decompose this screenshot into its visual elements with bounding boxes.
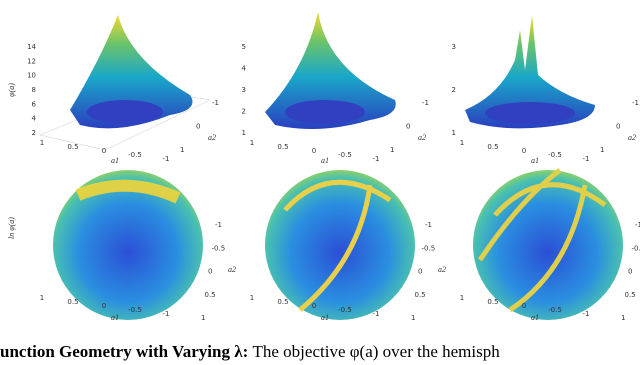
y-label: a2 xyxy=(418,133,426,142)
surfaces xyxy=(39,12,623,320)
z-label: φ(a) xyxy=(7,83,16,97)
x-tick-label: -0.5 xyxy=(548,306,562,314)
x-tick-label: 0.5 xyxy=(487,143,498,151)
caption: unction Geometry with Varying λ: The obj… xyxy=(0,342,640,362)
y-tick-label: 1 xyxy=(411,314,415,322)
z-label: ln φ(a) xyxy=(7,217,16,239)
y-tick-label: 0 xyxy=(418,268,422,276)
y-label: a2 xyxy=(438,265,446,274)
z-tick-label: 12 xyxy=(27,57,36,65)
y-tick-label: 1 xyxy=(180,146,184,154)
x-tick-label: 1 xyxy=(250,294,254,302)
z-tick-label: 1 xyxy=(452,129,456,137)
x-tick-label: 0.5 xyxy=(487,298,498,306)
x-tick-label: -1 xyxy=(373,310,380,318)
x-tick-label: 0 xyxy=(102,302,106,310)
z-tick-label: 3 xyxy=(452,43,456,51)
x-tick-label: -0.5 xyxy=(128,151,142,159)
z-tick-label: 4 xyxy=(32,115,37,123)
x-tick-label: 0 xyxy=(312,302,316,310)
x-tick-label: 0 xyxy=(102,147,106,155)
y-tick-label: -1 xyxy=(212,99,219,107)
y-tick-label: 0 xyxy=(208,268,212,276)
y-tick-label: 1 xyxy=(201,314,205,322)
y-tick-label: 0 xyxy=(616,123,620,131)
y-tick-label: 0 xyxy=(406,123,410,131)
z-tick-label: 5 xyxy=(242,43,246,51)
x-tick-label: 1 xyxy=(250,139,254,147)
x-tick-label: 0.5 xyxy=(277,143,288,151)
x-tick-label: -1 xyxy=(163,155,170,163)
y-tick-label: -1 xyxy=(425,221,432,229)
y-tick-label: -0.5 xyxy=(632,244,640,252)
x-label: a1 xyxy=(111,313,119,322)
x-label: a1 xyxy=(531,313,539,322)
x-tick-label: 1 xyxy=(460,139,464,147)
y-tick-label: 0.5 xyxy=(205,291,216,299)
z-tick-label: 3 xyxy=(242,86,246,94)
y-tick-label: 1 xyxy=(390,146,394,154)
x-tick-label: 0 xyxy=(312,147,316,155)
z-tick-label: 10 xyxy=(27,72,36,80)
x-tick-label: -1 xyxy=(373,155,380,163)
y-tick-label: -1 xyxy=(632,99,639,107)
x-tick-label: -0.5 xyxy=(338,306,352,314)
z-tick-label: 2 xyxy=(242,108,246,116)
x-tick-label: 1 xyxy=(40,139,44,147)
y-label: a2 xyxy=(228,265,236,274)
x-tick-label: 0.5 xyxy=(277,298,288,306)
x-tick-label: 0.5 xyxy=(67,143,78,151)
x-tick-label: -0.5 xyxy=(548,151,562,159)
y-tick-label: 0 xyxy=(628,268,632,276)
y-tick-label: 1 xyxy=(600,146,604,154)
y-tick-label: -0.5 xyxy=(422,244,436,252)
x-label: a1 xyxy=(321,156,329,165)
z-tick-label: 14 xyxy=(27,43,36,51)
y-tick-label: 0.5 xyxy=(625,291,636,299)
y-label: a2 xyxy=(628,133,636,142)
caption-bold: unction Geometry with Varying λ: xyxy=(0,342,249,361)
x-tick-label: -1 xyxy=(583,310,590,318)
z-tick-label: 1 xyxy=(242,129,246,137)
x-tick-label: 0 xyxy=(522,302,526,310)
x-tick-label: 1 xyxy=(40,294,44,302)
caption-text: The objective φ(a) over the hemisph xyxy=(248,342,500,361)
z-tick-label: 2 xyxy=(32,129,36,137)
x-tick-label: 0 xyxy=(522,147,526,155)
x-tick-label: 1 xyxy=(460,294,464,302)
z-tick-label: 6 xyxy=(32,100,37,108)
z-tick-label: 4 xyxy=(242,65,247,73)
x-label: a1 xyxy=(531,156,539,165)
y-tick-label: -0.5 xyxy=(212,244,226,252)
y-tick-label: -1 xyxy=(635,221,640,229)
y-tick-label: -1 xyxy=(422,99,429,107)
y-tick-label: 0.5 xyxy=(415,291,426,299)
y-label: a2 xyxy=(208,133,216,142)
y-tick-label: 1 xyxy=(621,314,625,322)
x-tick-label: -0.5 xyxy=(338,151,352,159)
y-tick-label: -1 xyxy=(215,221,222,229)
y-tick-label: 0 xyxy=(196,123,200,131)
x-label: a1 xyxy=(321,313,329,322)
x-label: a1 xyxy=(111,156,119,165)
x-tick-label: -1 xyxy=(583,155,590,163)
x-tick-label: -1 xyxy=(163,310,170,318)
x-tick-label: 0.5 xyxy=(67,298,78,306)
z-tick-label: 2 xyxy=(452,86,456,94)
x-tick-label: -0.5 xyxy=(128,306,142,314)
z-tick-label: 8 xyxy=(32,86,36,94)
